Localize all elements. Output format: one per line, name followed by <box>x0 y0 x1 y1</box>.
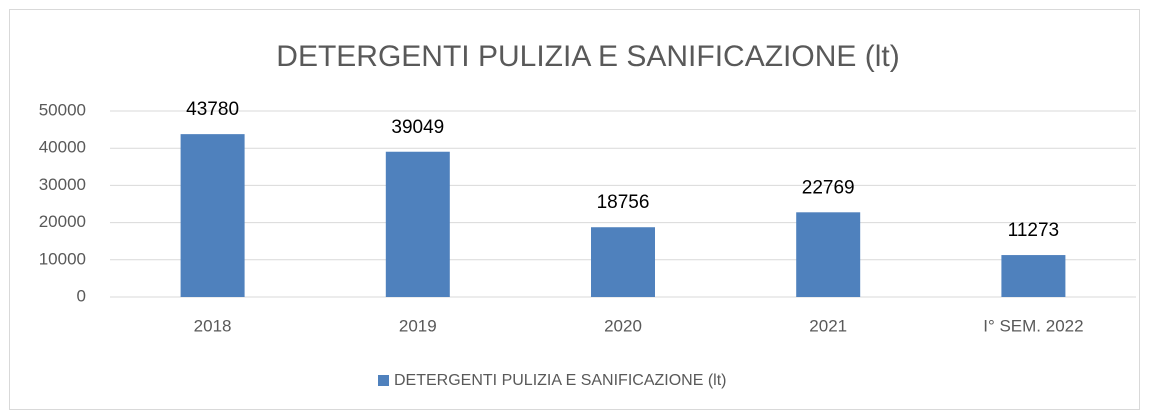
y-tick-label: 30000 <box>39 175 86 194</box>
y-tick-label: 50000 <box>39 100 86 119</box>
y-tick-label: 40000 <box>39 138 86 157</box>
bar <box>1001 255 1066 297</box>
bar <box>385 151 450 297</box>
data-label: 11273 <box>1008 220 1059 241</box>
x-tick-label: I° SEM. 2022 <box>983 316 1083 335</box>
y-tick-label: 10000 <box>39 249 86 268</box>
legend-label: DETERGENTI PULIZIA E SANIFICAZIONE (lt) <box>394 372 726 389</box>
x-tick-label: 2018 <box>194 316 232 335</box>
x-tick-label: 2021 <box>809 316 847 335</box>
bar <box>796 212 861 297</box>
x-tick-label: 2020 <box>604 316 642 335</box>
bar <box>180 134 245 297</box>
legend-swatch <box>378 375 389 386</box>
x-tick-label: 2019 <box>399 316 437 335</box>
data-label: 22769 <box>802 177 855 198</box>
data-label: 18756 <box>597 192 650 213</box>
chart-title: DETERGENTI PULIZIA E SANIFICAZIONE (lt) <box>276 40 899 73</box>
y-tick-label: 20000 <box>39 212 86 231</box>
bar <box>591 227 655 297</box>
data-label: 43780 <box>186 99 239 120</box>
y-tick-label: 0 <box>77 286 86 305</box>
data-label: 39049 <box>391 117 444 138</box>
